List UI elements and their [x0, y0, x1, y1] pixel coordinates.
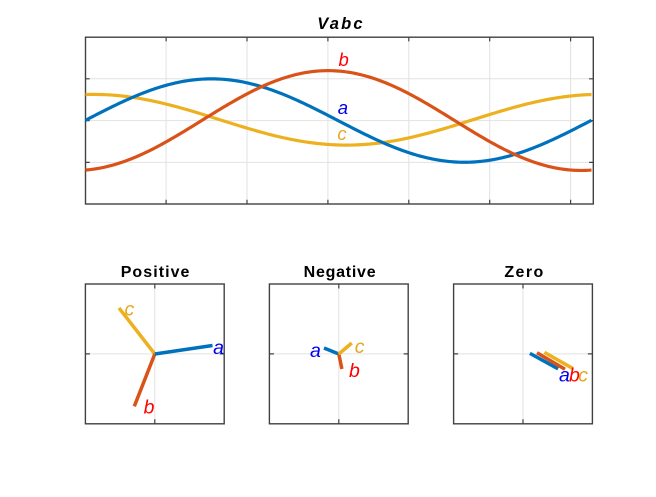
svg-text:c: c — [355, 336, 365, 358]
svg-text:c: c — [337, 123, 347, 144]
svg-text:b: b — [144, 396, 155, 418]
svg-text:c: c — [125, 299, 135, 321]
svg-text:b: b — [349, 360, 360, 382]
svg-text:Negative: Negative — [304, 264, 377, 281]
svg-text:c: c — [578, 365, 588, 387]
svg-text:Positive: Positive — [121, 264, 191, 281]
svg-text:b: b — [569, 365, 580, 387]
svg-text:b: b — [339, 49, 349, 70]
svg-text:Vabc: Vabc — [317, 15, 365, 33]
svg-text:a: a — [310, 340, 321, 362]
svg-text:a: a — [338, 97, 348, 118]
svg-text:a: a — [559, 365, 570, 387]
svg-text:a: a — [213, 337, 224, 359]
svg-text:Zero: Zero — [504, 264, 544, 281]
